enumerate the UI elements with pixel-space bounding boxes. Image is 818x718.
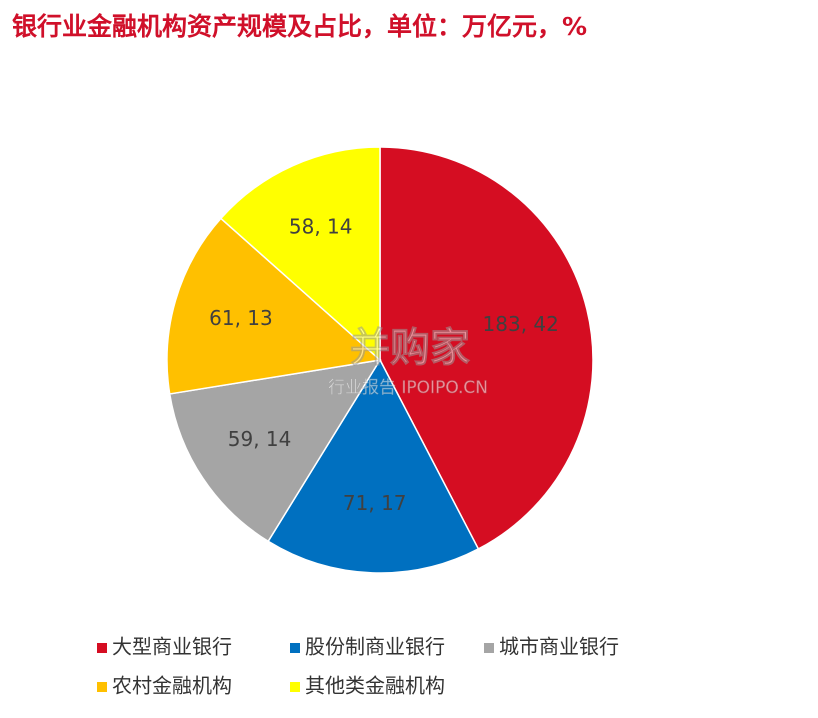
data-label: 58, 14 [289, 214, 353, 238]
legend-label: 农村金融机构 [112, 674, 232, 698]
legend-label: 大型商业银行 [112, 635, 232, 659]
data-label: 61, 13 [209, 306, 273, 330]
watermark-caption: 行业报告 IPOIPO.CN [328, 378, 488, 398]
pie-slice [379, 146, 594, 550]
legend-swatch [97, 682, 107, 692]
data-label: 59, 14 [228, 427, 292, 451]
watermark: 并购家 行业报告 IPOIPO.CN [328, 325, 488, 399]
watermark-brand: 并购家 [350, 325, 470, 371]
legend-swatch [484, 643, 494, 653]
pie-slice [219, 146, 381, 362]
legend-label: 股份制商业银行 [305, 635, 445, 659]
pie: 183, 42 71, 17 59, 14 61, 13 58, 14 [166, 146, 594, 574]
data-label: 183, 42 [483, 312, 559, 336]
legend-swatch [290, 682, 300, 692]
data-label: 71, 17 [343, 491, 407, 515]
legend-swatch [97, 643, 107, 653]
legend-label: 其他类金融机构 [305, 674, 445, 698]
pie-slice [267, 358, 480, 574]
chart-title: 银行业金融机构资产规模及占比，单位：万亿元，% [12, 12, 587, 41]
legend-label: 城市商业银行 [499, 635, 619, 659]
legend-swatch [290, 643, 300, 653]
pie-slice [168, 358, 382, 543]
pie-slice [166, 217, 382, 395]
